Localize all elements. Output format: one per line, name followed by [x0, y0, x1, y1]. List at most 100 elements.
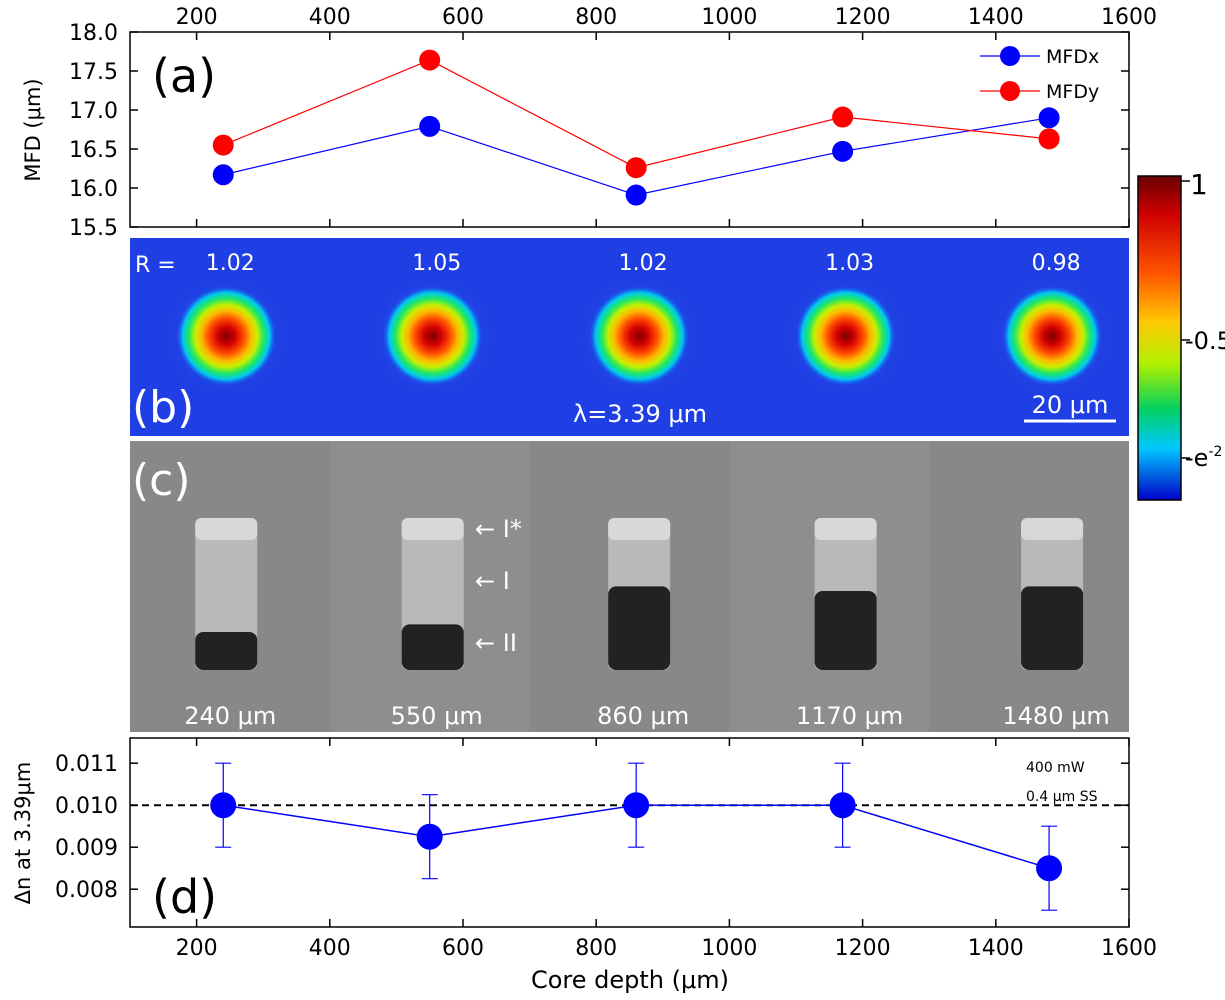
panel-a-x-tick-label: 1600 [1101, 5, 1157, 30]
annotation-scan-speed: 0.4 μm SS [1026, 789, 1098, 805]
zone-ii [814, 590, 877, 670]
point-delta-n [623, 792, 650, 819]
panel-a-y-tick-label: 16.5 [69, 138, 118, 163]
panel-a-x-tick-label: 800 [575, 5, 617, 30]
ratio-prefix: R = [135, 253, 176, 278]
panel-d-y-axis-label: Δn at 3.39μm [11, 762, 35, 905]
colorbar-tick-max: 1 [1190, 168, 1208, 201]
colorbar: 1 -0.5 -e-2 [1137, 168, 1225, 501]
panel-d-label: (d) [152, 870, 217, 924]
point-mfdx [419, 115, 441, 137]
point-delta-n [1036, 855, 1063, 882]
point-delta-n [416, 823, 443, 850]
ratio-value: 0.98 [1032, 251, 1081, 276]
micrograph-tiles [130, 441, 1129, 732]
point-delta-n [829, 792, 856, 819]
legend-marker-mfdy [1000, 81, 1020, 101]
wavelength-label: λ=3.39 μm [573, 400, 707, 428]
panel-d: 200 400 600 800 1000 1200 1400 1600 0.0080.0090… [11, 737, 1157, 994]
panel-a-series [212, 49, 1060, 206]
panel-a-x-tick-label: 400 [309, 5, 351, 30]
panel-d-y-tick-label: 0.010 [55, 794, 118, 819]
mode-profile-spots [164, 274, 1115, 398]
panel-d-x-tick-label: 200 [176, 936, 218, 961]
panel-c-label: (c) [132, 455, 191, 506]
zone-arrow-i-star: ← I* [475, 515, 522, 543]
ratio-values: 1.02 1.05 1.02 1.03 0.98 [206, 251, 1081, 276]
panel-d-y-ticks: 0.008 0.009 0.010 0.011 [55, 752, 1129, 903]
panel-a-x-tick-label: 200 [176, 5, 218, 30]
panel-a-label: (a) [152, 49, 216, 103]
panel-a-y-tick-label: 17.0 [69, 99, 118, 124]
panel-d-y-tick-label: 0.009 [55, 836, 118, 861]
zone-arrow-i: ← I [475, 567, 510, 595]
point-mfdy [212, 134, 234, 156]
zone-arrow-ii: ← II [475, 629, 517, 657]
x-axis-label: Core depth (μm) [531, 966, 729, 994]
panel-d-x-tick-label: 1600 [1101, 936, 1157, 961]
zone-annotations: ← I* ← I ← II [475, 515, 522, 657]
mode-spot [382, 286, 483, 386]
panel-d-x-tick-label: 1200 [835, 936, 891, 961]
depth-label: 1170 μm [796, 702, 903, 730]
mode-spot [1002, 286, 1103, 386]
panel-c: (c) ← I* ← I ← II 240 μm 550 μm 860 μm 1170… [130, 441, 1129, 732]
legend-label-mfdx: MFDx [1046, 46, 1099, 68]
panel-a-legend: MFDx MFDy [980, 46, 1099, 103]
panel-b-label: (b) [132, 382, 194, 433]
ratio-value: 1.05 [412, 251, 461, 276]
depth-label: 860 μm [597, 702, 689, 730]
panel-d-x-tick-label: 1400 [968, 936, 1024, 961]
colorbar-tick-half: -0.5 [1185, 327, 1225, 355]
zone-ii [195, 632, 258, 670]
panel-d-frame [129, 737, 1130, 928]
zone-i-star [608, 518, 671, 540]
mode-spot [176, 286, 277, 386]
zone-i-star [814, 518, 877, 540]
colorbar-gradient [1137, 175, 1182, 501]
point-mfdy [419, 49, 441, 71]
point-mfdy [1038, 128, 1060, 150]
panel-a-y-tick-label: 16.0 [69, 177, 118, 202]
panel-a-y-ticks: 15.5 16.0 16.5 17.0 17.5 18.0 [69, 21, 1129, 241]
panel-a-x-tick-label: 1400 [968, 5, 1024, 30]
point-mfdx [625, 184, 647, 206]
panel-a-y-tick-label: 15.5 [69, 216, 118, 241]
mode-spot [795, 286, 896, 386]
panel-d-x-tick-label: 400 [309, 936, 351, 961]
panel-a-x-tick-label: 1200 [835, 5, 891, 30]
depth-label: 550 μm [391, 702, 483, 730]
panel-b: R = 1.02 1.05 1.02 1.03 0.98 (b) λ=3.39 μm 2… [130, 238, 1129, 436]
point-mfdy [625, 157, 647, 179]
panel-a: 200 400 600 800 1000 1200 1400 1600 15.5 16.0 16.… [21, 5, 1157, 241]
panel-a-y-axis-label: MFD (μm) [21, 78, 45, 181]
mode-spot [589, 286, 690, 386]
scale-bar-label: 20 μm [1032, 391, 1109, 419]
zone-ii [608, 586, 671, 670]
panel-d-x-tick-label: 1000 [701, 936, 757, 961]
point-mfdx [212, 164, 234, 186]
zone-i-star [195, 518, 258, 540]
panel-d-x-ticks: 200 400 600 800 1000 1200 1400 1600 [176, 738, 1157, 961]
panel-a-y-tick-label: 18.0 [69, 21, 118, 46]
point-mfdx [832, 140, 854, 162]
legend-label-mfdy: MFDy [1046, 81, 1099, 103]
panel-a-top-x-ticks: 200 400 600 800 1000 1200 1400 1600 [176, 5, 1157, 227]
zone-ii [401, 624, 464, 670]
point-delta-n [210, 792, 237, 819]
panel-d-y-tick-label: 0.008 [55, 878, 118, 903]
panel-a-y-tick-label: 17.5 [69, 60, 118, 85]
legend-marker-mfdx [1000, 46, 1020, 66]
panel-a-x-tick-label: 1000 [701, 5, 757, 30]
point-mfdy [832, 106, 854, 128]
ratio-value: 1.02 [206, 251, 255, 276]
zone-i-star [1021, 518, 1084, 540]
panel-d-y-tick-label: 0.011 [55, 752, 118, 777]
zone-i-star [401, 518, 464, 540]
ratio-value: 1.02 [619, 251, 668, 276]
zone-ii [1021, 586, 1084, 670]
annotation-power: 400 mW [1026, 760, 1085, 776]
point-mfdx [1038, 107, 1060, 129]
panel-a-x-tick-label: 600 [442, 5, 484, 30]
